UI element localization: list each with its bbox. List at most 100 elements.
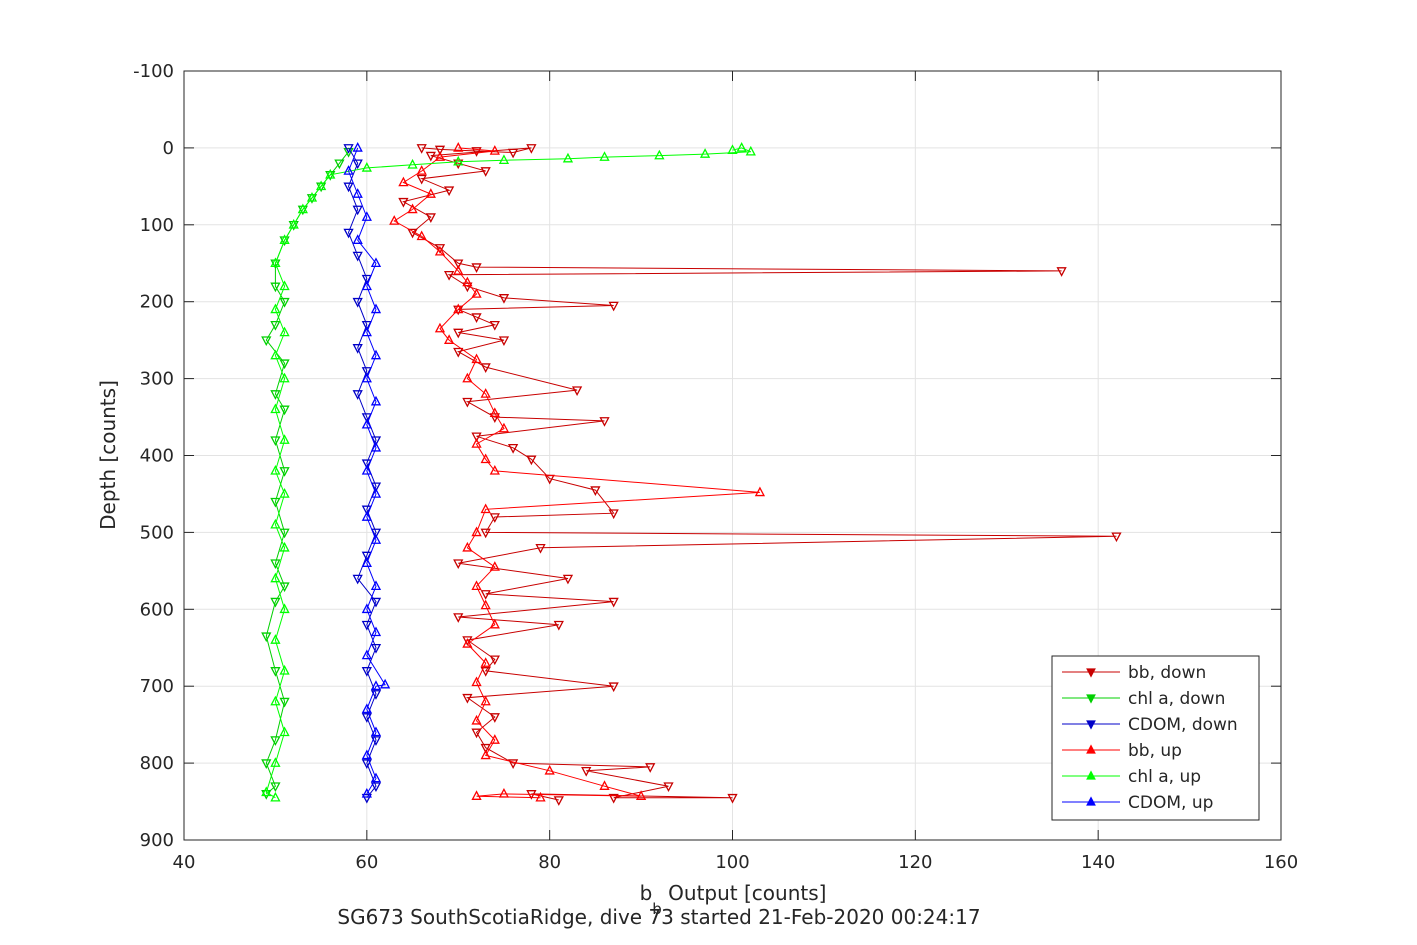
data-point (471, 438, 482, 448)
data-point (361, 603, 372, 614)
data-point (279, 488, 290, 498)
data-point (361, 418, 372, 429)
data-point (343, 165, 354, 175)
data-point (315, 180, 327, 191)
data-point (635, 790, 647, 800)
data-point (370, 482, 382, 493)
data-point (443, 334, 455, 344)
data-point (370, 782, 382, 793)
data-point (443, 270, 455, 281)
x-tick-label: 60 (355, 852, 378, 873)
data-point (370, 349, 382, 360)
data-point (398, 176, 409, 187)
data-point (370, 626, 382, 637)
data-point (279, 280, 290, 291)
data-point (434, 322, 446, 333)
data-point (489, 407, 500, 418)
data-point (352, 142, 363, 152)
data-point (270, 436, 281, 447)
data-point (361, 280, 372, 291)
data-point (325, 168, 336, 179)
data-point (270, 497, 281, 508)
data-point (361, 787, 372, 798)
data-point (279, 582, 290, 593)
data-point (462, 693, 473, 704)
data-point (498, 422, 510, 433)
legend-label: CDOM, down (1128, 715, 1238, 735)
data-point (462, 276, 473, 287)
data-point (608, 682, 619, 693)
y-tick-label: 300 (140, 369, 174, 390)
data-point (361, 620, 372, 631)
data-point (416, 174, 427, 185)
y-tick-label: -100 (133, 61, 174, 82)
data-point (526, 144, 537, 154)
x-axis-title-main: b (640, 881, 653, 905)
series-line (347, 147, 386, 795)
data-point (471, 676, 482, 687)
data-point (370, 580, 382, 591)
legend-label: bb, up (1128, 741, 1182, 761)
data-point (361, 367, 372, 377)
data-point (398, 197, 409, 208)
data-point (453, 613, 464, 623)
data-point (471, 580, 482, 591)
legend-marker (1086, 770, 1096, 780)
data-point (270, 572, 281, 583)
data-point (416, 165, 427, 175)
data-point (480, 503, 491, 514)
data-point (270, 320, 281, 331)
data-point (416, 144, 427, 154)
data-point (599, 780, 610, 790)
legend-marker (1086, 668, 1096, 678)
data-point (370, 488, 382, 498)
data-point (343, 228, 354, 239)
data-point (453, 155, 464, 166)
data-point (480, 599, 491, 610)
data-point (407, 228, 418, 239)
data-point (270, 736, 281, 746)
data-point (361, 320, 372, 331)
data-point (507, 759, 519, 769)
data-point (361, 505, 372, 516)
data-point (489, 618, 500, 629)
data-point (334, 159, 345, 170)
data-point (270, 634, 281, 644)
data-point (343, 182, 354, 193)
data-point (361, 759, 372, 769)
data-point (352, 188, 363, 198)
data-point (471, 432, 482, 443)
data-point (471, 714, 482, 725)
data-point (462, 397, 473, 408)
data-point (297, 203, 308, 214)
data-point (361, 551, 372, 562)
legend-marker (1086, 744, 1096, 754)
data-point (279, 359, 290, 370)
series-bb-up (389, 142, 766, 802)
data-point (590, 486, 601, 496)
data-point (480, 749, 491, 760)
data-point (489, 320, 500, 331)
series-line (393, 147, 760, 799)
y-tick-label: 900 (140, 830, 174, 851)
data-point (745, 145, 756, 156)
data-point (352, 159, 363, 170)
data-point (361, 511, 372, 521)
legend-marker (1086, 796, 1096, 806)
data-point (489, 464, 500, 475)
data-point (727, 793, 738, 804)
data-point (270, 403, 281, 414)
y-tick-label: 700 (140, 676, 174, 697)
x-tick-label: 120 (898, 852, 932, 873)
series-line (347, 147, 377, 799)
y-axis-title: Depth [counts] (96, 380, 120, 530)
data-point (370, 597, 382, 608)
data-point (471, 790, 482, 800)
data-point (370, 643, 382, 654)
data-point (736, 142, 747, 152)
data-point (480, 743, 491, 754)
data-point (507, 444, 519, 454)
data-point (462, 636, 473, 646)
data-point (270, 518, 281, 529)
data-point (434, 145, 446, 156)
